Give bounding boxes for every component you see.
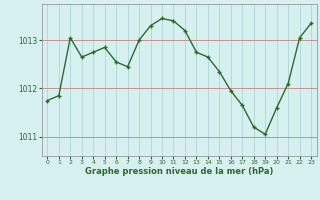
X-axis label: Graphe pression niveau de la mer (hPa): Graphe pression niveau de la mer (hPa) [85,167,273,176]
